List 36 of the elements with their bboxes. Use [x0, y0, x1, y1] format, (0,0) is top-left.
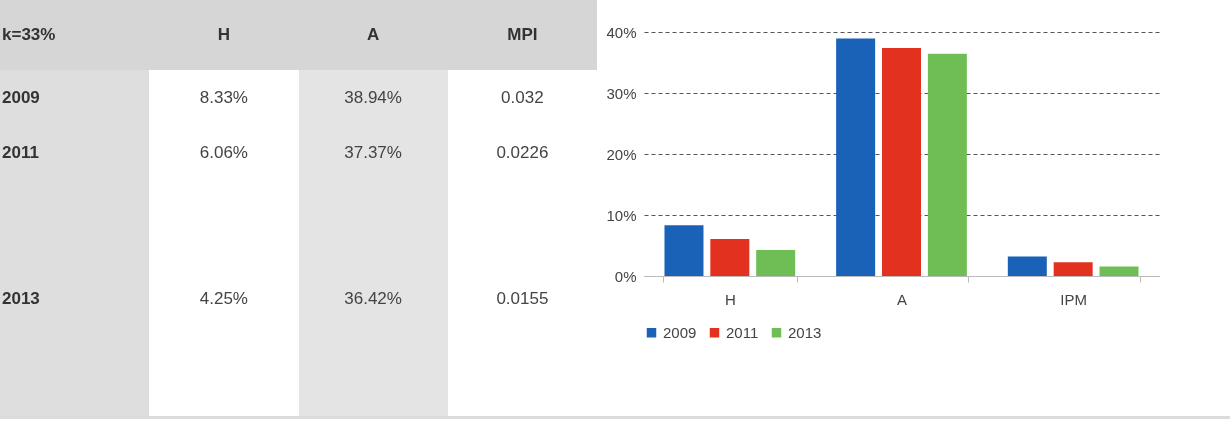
category-label: H: [149, 0, 299, 70]
text: 6.06%: [199, 142, 248, 162]
bar: [1007, 256, 1047, 276]
text: 4.25%: [199, 289, 248, 308]
y-tick-label: 0%: [614, 267, 637, 285]
text: 0.0226: [496, 142, 549, 162]
bar: [756, 250, 796, 276]
text: k=33%: [0, 0, 150, 70]
bar: [1099, 266, 1139, 276]
text: 37.37%: [344, 142, 402, 162]
x-tick-label: H: [724, 290, 736, 308]
bar: [927, 53, 967, 276]
y-tick-label: 40%: [606, 23, 637, 41]
y-tick-label: 30%: [606, 84, 637, 102]
category-label: 2013: [2, 289, 40, 308]
x-tick-label: IPM: [1060, 290, 1087, 308]
x-tick-label: A: [896, 290, 908, 308]
text: 0.0155: [496, 289, 549, 308]
category-label: 2011: [2, 142, 39, 162]
bar: [1053, 262, 1093, 276]
legend-label: 2009: [663, 323, 697, 341]
legend-label: 2011: [726, 323, 759, 341]
bar: [664, 225, 704, 276]
category-label: 2009: [2, 87, 40, 107]
bar: [710, 239, 750, 276]
legend-label: 2013: [788, 323, 822, 341]
y-tick-label: 20%: [606, 145, 637, 163]
bar: [882, 48, 921, 276]
text: 38.94%: [344, 87, 402, 107]
text: 0.032: [501, 87, 544, 107]
text: 36.42%: [344, 289, 402, 308]
bar: [836, 38, 876, 276]
y-tick-label: 10%: [606, 206, 637, 224]
text: 8.33%: [199, 87, 248, 107]
category-label: MPI: [447, 0, 597, 70]
category-label: A: [298, 0, 448, 70]
